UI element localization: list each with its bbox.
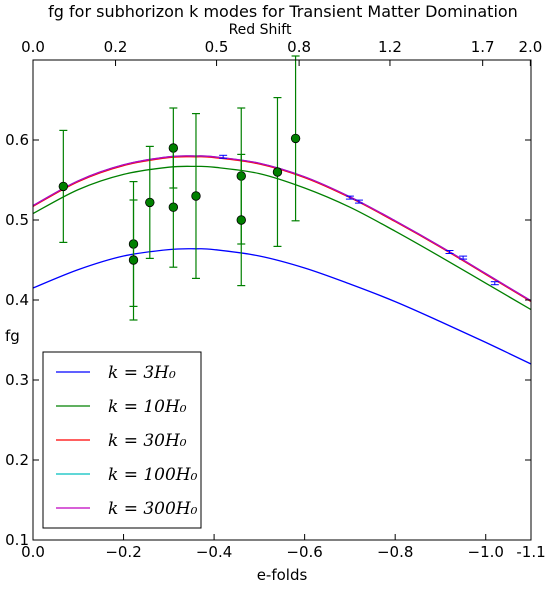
top-tick-label: 2.0 — [518, 38, 542, 56]
x-tick-label: −0.4 — [196, 543, 232, 561]
y-tick-label: 0.2 — [5, 451, 29, 469]
small-error-bars — [219, 154, 499, 286]
legend-label: k = 3H₀ — [108, 363, 176, 383]
x-tick-label: −0.2 — [105, 543, 141, 561]
top-tick-label: 0.8 — [287, 38, 311, 56]
x-tick-label: −1.0 — [468, 543, 504, 561]
data-point — [128, 199, 139, 321]
axis-ticks: 0.0 −0.2 −0.4 −0.6 −0.8 −1.0 -1.1 0.1 0.2 0.3 0.4 0… — [5, 38, 546, 561]
legend-label: k = 30H₀ — [108, 431, 187, 451]
series-line-1 — [33, 248, 531, 365]
data-marker — [290, 133, 301, 144]
legend-entry: k = 100H₀ — [56, 465, 198, 485]
top-tick-label: 0.5 — [205, 38, 229, 56]
series-line-3 — [33, 155, 531, 303]
data-point — [145, 145, 155, 259]
y-tick-label: 0.1 — [5, 531, 29, 549]
legend-entry: k = 10H₀ — [56, 397, 187, 417]
legend-label: k = 300H₀ — [108, 499, 198, 519]
data-marker — [128, 255, 139, 265]
data-marker — [145, 197, 155, 208]
series-line-5 — [33, 155, 531, 302]
data-marker — [272, 167, 283, 177]
series-line-4 — [33, 155, 531, 302]
legend-label: k = 10H₀ — [108, 397, 187, 417]
top-tick-label: 0.2 — [104, 38, 128, 56]
x-tick-label: 0.0 — [21, 543, 45, 561]
x-tick-label: -1.1 — [516, 543, 545, 561]
data-point — [236, 153, 246, 287]
data-point — [272, 96, 283, 247]
y-tick-label: 0.4 — [5, 291, 29, 309]
data-marker — [58, 181, 69, 192]
data-marker — [168, 202, 179, 212]
top-tick-label: 1.2 — [378, 38, 402, 56]
y-tick-label: 0.3 — [5, 371, 29, 389]
y-tick-label: 0.5 — [5, 211, 29, 229]
data-marker — [191, 191, 201, 201]
x-axis-label: e-folds — [257, 566, 308, 584]
legend-entry: k = 300H₀ — [56, 499, 198, 519]
x-tick-label: −0.6 — [286, 543, 322, 561]
y-tick-label: 0.6 — [5, 131, 29, 149]
data-point — [58, 129, 69, 243]
y-axis-label: fg — [5, 327, 20, 345]
data-point — [168, 146, 179, 268]
legend-entry: k = 3H₀ — [56, 363, 176, 383]
data-marker — [236, 215, 246, 225]
legend-entry: k = 30H₀ — [56, 431, 187, 451]
series-lines — [33, 155, 531, 365]
chart-title: fg for subhorizon k modes for Transient … — [48, 2, 518, 21]
data-point — [290, 55, 301, 222]
x-tick-label: −0.8 — [377, 543, 413, 561]
series-line-2 — [33, 165, 531, 311]
top-axis-label: Red Shift — [229, 22, 292, 38]
legend-label: k = 100H₀ — [108, 465, 198, 485]
data-point — [191, 112, 201, 279]
data-points — [58, 55, 301, 321]
top-tick-label: 0.0 — [21, 38, 45, 56]
top-tick-label: 1.7 — [471, 38, 495, 56]
legend: k = 3H₀ k = 10H₀ k = 30H₀ k = 100H₀ k = 300H… — [42, 351, 202, 529]
